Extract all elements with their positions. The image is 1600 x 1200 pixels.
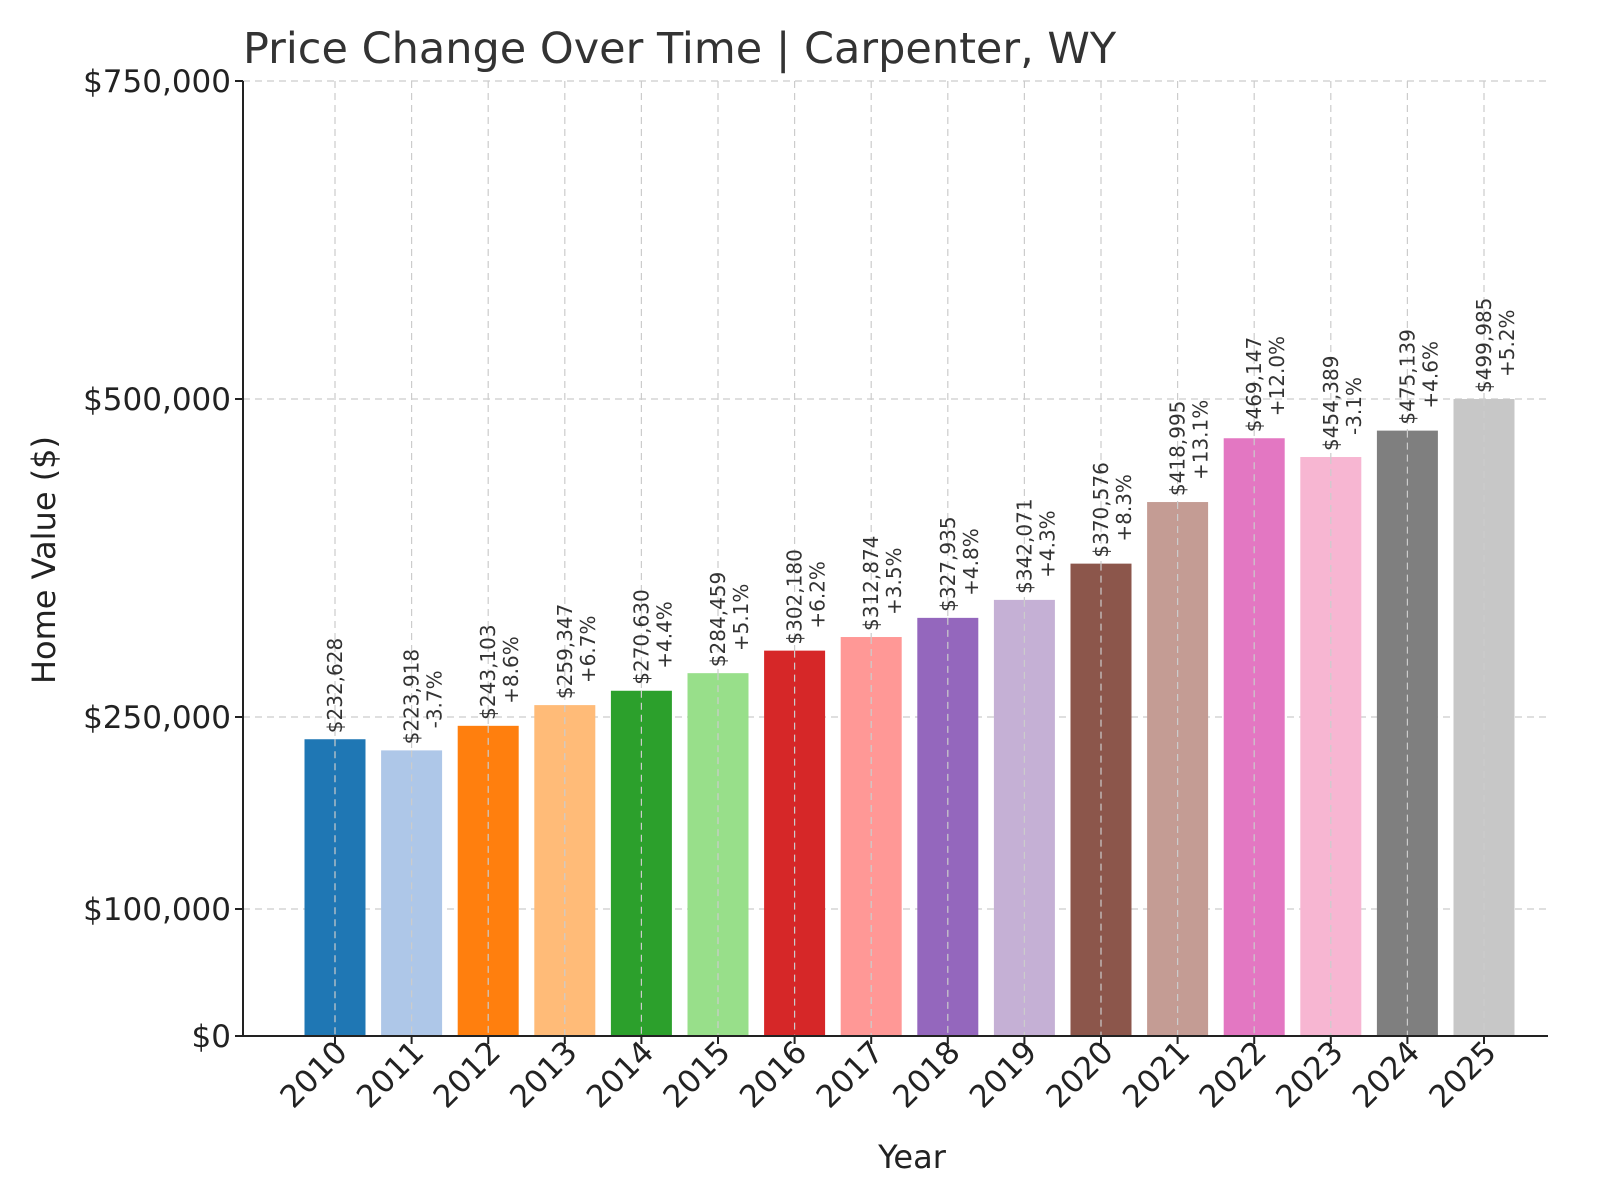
change-label: +4.3% — [1035, 510, 1059, 578]
x-tick-label: 2017 — [810, 1034, 891, 1115]
y-tick-label: $0 — [192, 1019, 231, 1055]
change-label: +6.2% — [806, 561, 830, 629]
value-label: $370,576 — [1089, 462, 1113, 557]
change-label: +6.7% — [576, 616, 600, 684]
value-label: $312,874 — [859, 536, 883, 631]
y-tick-label: $750,000 — [83, 64, 231, 100]
y-axis-label: Home Value ($) — [25, 436, 63, 684]
y-tick-label: $100,000 — [83, 892, 231, 928]
change-label: -3.1% — [1342, 377, 1366, 435]
change-label: +3.5% — [882, 547, 906, 615]
bar-2013 — [534, 705, 596, 1036]
value-label: $259,347 — [553, 604, 577, 699]
x-tick-label: 2010 — [273, 1034, 354, 1115]
value-label: $499,985 — [1472, 298, 1496, 393]
x-tick-label: 2021 — [1116, 1034, 1197, 1115]
change-label: +5.1% — [729, 584, 753, 652]
bar-2011 — [381, 750, 443, 1036]
value-label: $454,389 — [1319, 356, 1343, 451]
value-label: $302,180 — [783, 549, 807, 644]
change-label: -3.7% — [423, 670, 447, 728]
value-label: $223,918 — [400, 649, 424, 744]
value-label: $418,995 — [1166, 401, 1190, 496]
change-label: +4.8% — [959, 528, 983, 596]
y-tick-label: $250,000 — [83, 700, 231, 736]
change-label: +5.2% — [1495, 309, 1519, 377]
change-label: +12.0% — [1265, 336, 1289, 416]
x-tick-label: 2025 — [1422, 1034, 1503, 1115]
x-tick-label: 2011 — [350, 1034, 431, 1115]
chart-title: Price Change Over Time | Carpenter, WY — [243, 24, 1117, 74]
value-label: $469,147 — [1242, 337, 1266, 432]
x-tick-label: 2018 — [886, 1034, 967, 1115]
change-label: +4.6% — [1418, 341, 1442, 409]
x-tick-label: 2014 — [580, 1034, 661, 1115]
change-label: +4.4% — [652, 601, 676, 669]
x-tick-label: 2023 — [1269, 1034, 1350, 1115]
value-label: $475,139 — [1395, 329, 1419, 424]
x-tick-label: 2020 — [1039, 1034, 1120, 1115]
value-label: $284,459 — [706, 572, 730, 667]
x-tick-label: 2012 — [427, 1034, 508, 1115]
change-label: +8.6% — [499, 636, 523, 704]
value-label: $342,071 — [1012, 498, 1036, 593]
value-label: $270,630 — [629, 589, 653, 684]
value-label: $243,103 — [476, 624, 500, 719]
bars-layer — [304, 399, 1515, 1037]
change-label: +8.3% — [1112, 474, 1136, 542]
x-tick-label: 2015 — [656, 1034, 737, 1115]
value-label: $327,935 — [936, 516, 960, 611]
x-tick-label: 2016 — [733, 1034, 814, 1115]
x-tick-label: 2022 — [1193, 1034, 1274, 1115]
x-tick-label: 2024 — [1346, 1034, 1427, 1115]
change-label: +13.1% — [1189, 400, 1213, 480]
y-tick-label: $500,000 — [83, 382, 231, 418]
value-label: $232,628 — [323, 638, 347, 733]
data-labels-layer: $232,628 $223,918 -3.7% $243,103 +8.6% $259,3… — [323, 298, 1519, 745]
x-axis-label: Year — [877, 1138, 947, 1176]
x-tick-label: 2019 — [963, 1034, 1044, 1115]
x-tick-label: 2013 — [503, 1034, 584, 1115]
bar-2012 — [457, 725, 519, 1036]
